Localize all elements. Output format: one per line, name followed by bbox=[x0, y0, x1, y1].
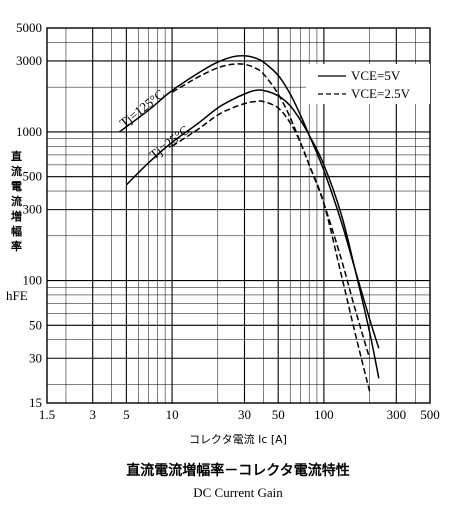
x-axis-label: コレクタ電流 Ic [A] bbox=[189, 432, 287, 446]
legend-label-vce-2-5v: VCE=2.5V bbox=[351, 86, 411, 101]
legend-box bbox=[306, 64, 430, 104]
y-tick-label: 3000 bbox=[16, 53, 42, 68]
series-line-3 bbox=[125, 89, 380, 379]
x-tick-label: 500 bbox=[420, 407, 440, 422]
y-tick-label: 30 bbox=[29, 350, 42, 365]
y-axis-label-char: 直 bbox=[11, 149, 22, 163]
y-tick-label: 5000 bbox=[16, 20, 42, 35]
x-tick-label: 30 bbox=[238, 407, 251, 422]
series-curves bbox=[118, 54, 380, 392]
y-axis-label-char: 率 bbox=[11, 239, 22, 253]
y-tick-label: 300 bbox=[23, 202, 43, 217]
x-tick-label: 5 bbox=[123, 407, 130, 422]
x-tick-label: 100 bbox=[314, 407, 334, 422]
chart-title: 直流電流増幅率－コレクタ電流特性 bbox=[126, 462, 349, 479]
plot-frame bbox=[46, 27, 431, 404]
annotation-tj-125: Tj=125°C bbox=[117, 86, 167, 130]
x-tick-label: 300 bbox=[387, 407, 407, 422]
y-tick-label: 15 bbox=[29, 395, 42, 410]
y-tick-label: 100 bbox=[23, 273, 43, 288]
y-tick-label: 50 bbox=[29, 317, 42, 332]
y-tick-label: 1000 bbox=[16, 124, 42, 139]
y-axis-label-char: 電 bbox=[11, 180, 22, 193]
y-axis-label: 直流電流増幅率 bbox=[11, 149, 22, 253]
x-tick-label: 3 bbox=[89, 407, 96, 422]
legend: VCE=5V VCE=2.5V bbox=[306, 64, 430, 104]
y-axis-label-char: 流 bbox=[11, 164, 22, 178]
series-line-2 bbox=[171, 63, 371, 359]
chart-subtitle: DC Current Gain bbox=[193, 485, 283, 500]
x-tick-label: 50 bbox=[272, 407, 285, 422]
y-axis-label-char: 流 bbox=[11, 194, 22, 208]
y-axis-symbol: hFE bbox=[6, 288, 28, 303]
y-tick-labels: 15 30 50 100 300 500 1000 3000 5000 bbox=[16, 20, 42, 410]
series-line-4 bbox=[171, 100, 371, 392]
annotation-tj-25: Tj=25°C bbox=[147, 122, 192, 162]
y-axis-label-char: 増 bbox=[11, 209, 22, 223]
x-tick-label: 1.5 bbox=[39, 407, 55, 422]
series-line-1 bbox=[118, 54, 380, 349]
x-tick-labels: 1.5 3 5 10 30 50 100 300 500 bbox=[39, 407, 440, 422]
legend-label-vce-5v: VCE=5V bbox=[351, 68, 401, 83]
y-tick-label: 500 bbox=[23, 169, 43, 184]
y-axis-label-char: 幅 bbox=[11, 224, 22, 238]
x-tick-label: 10 bbox=[166, 407, 179, 422]
